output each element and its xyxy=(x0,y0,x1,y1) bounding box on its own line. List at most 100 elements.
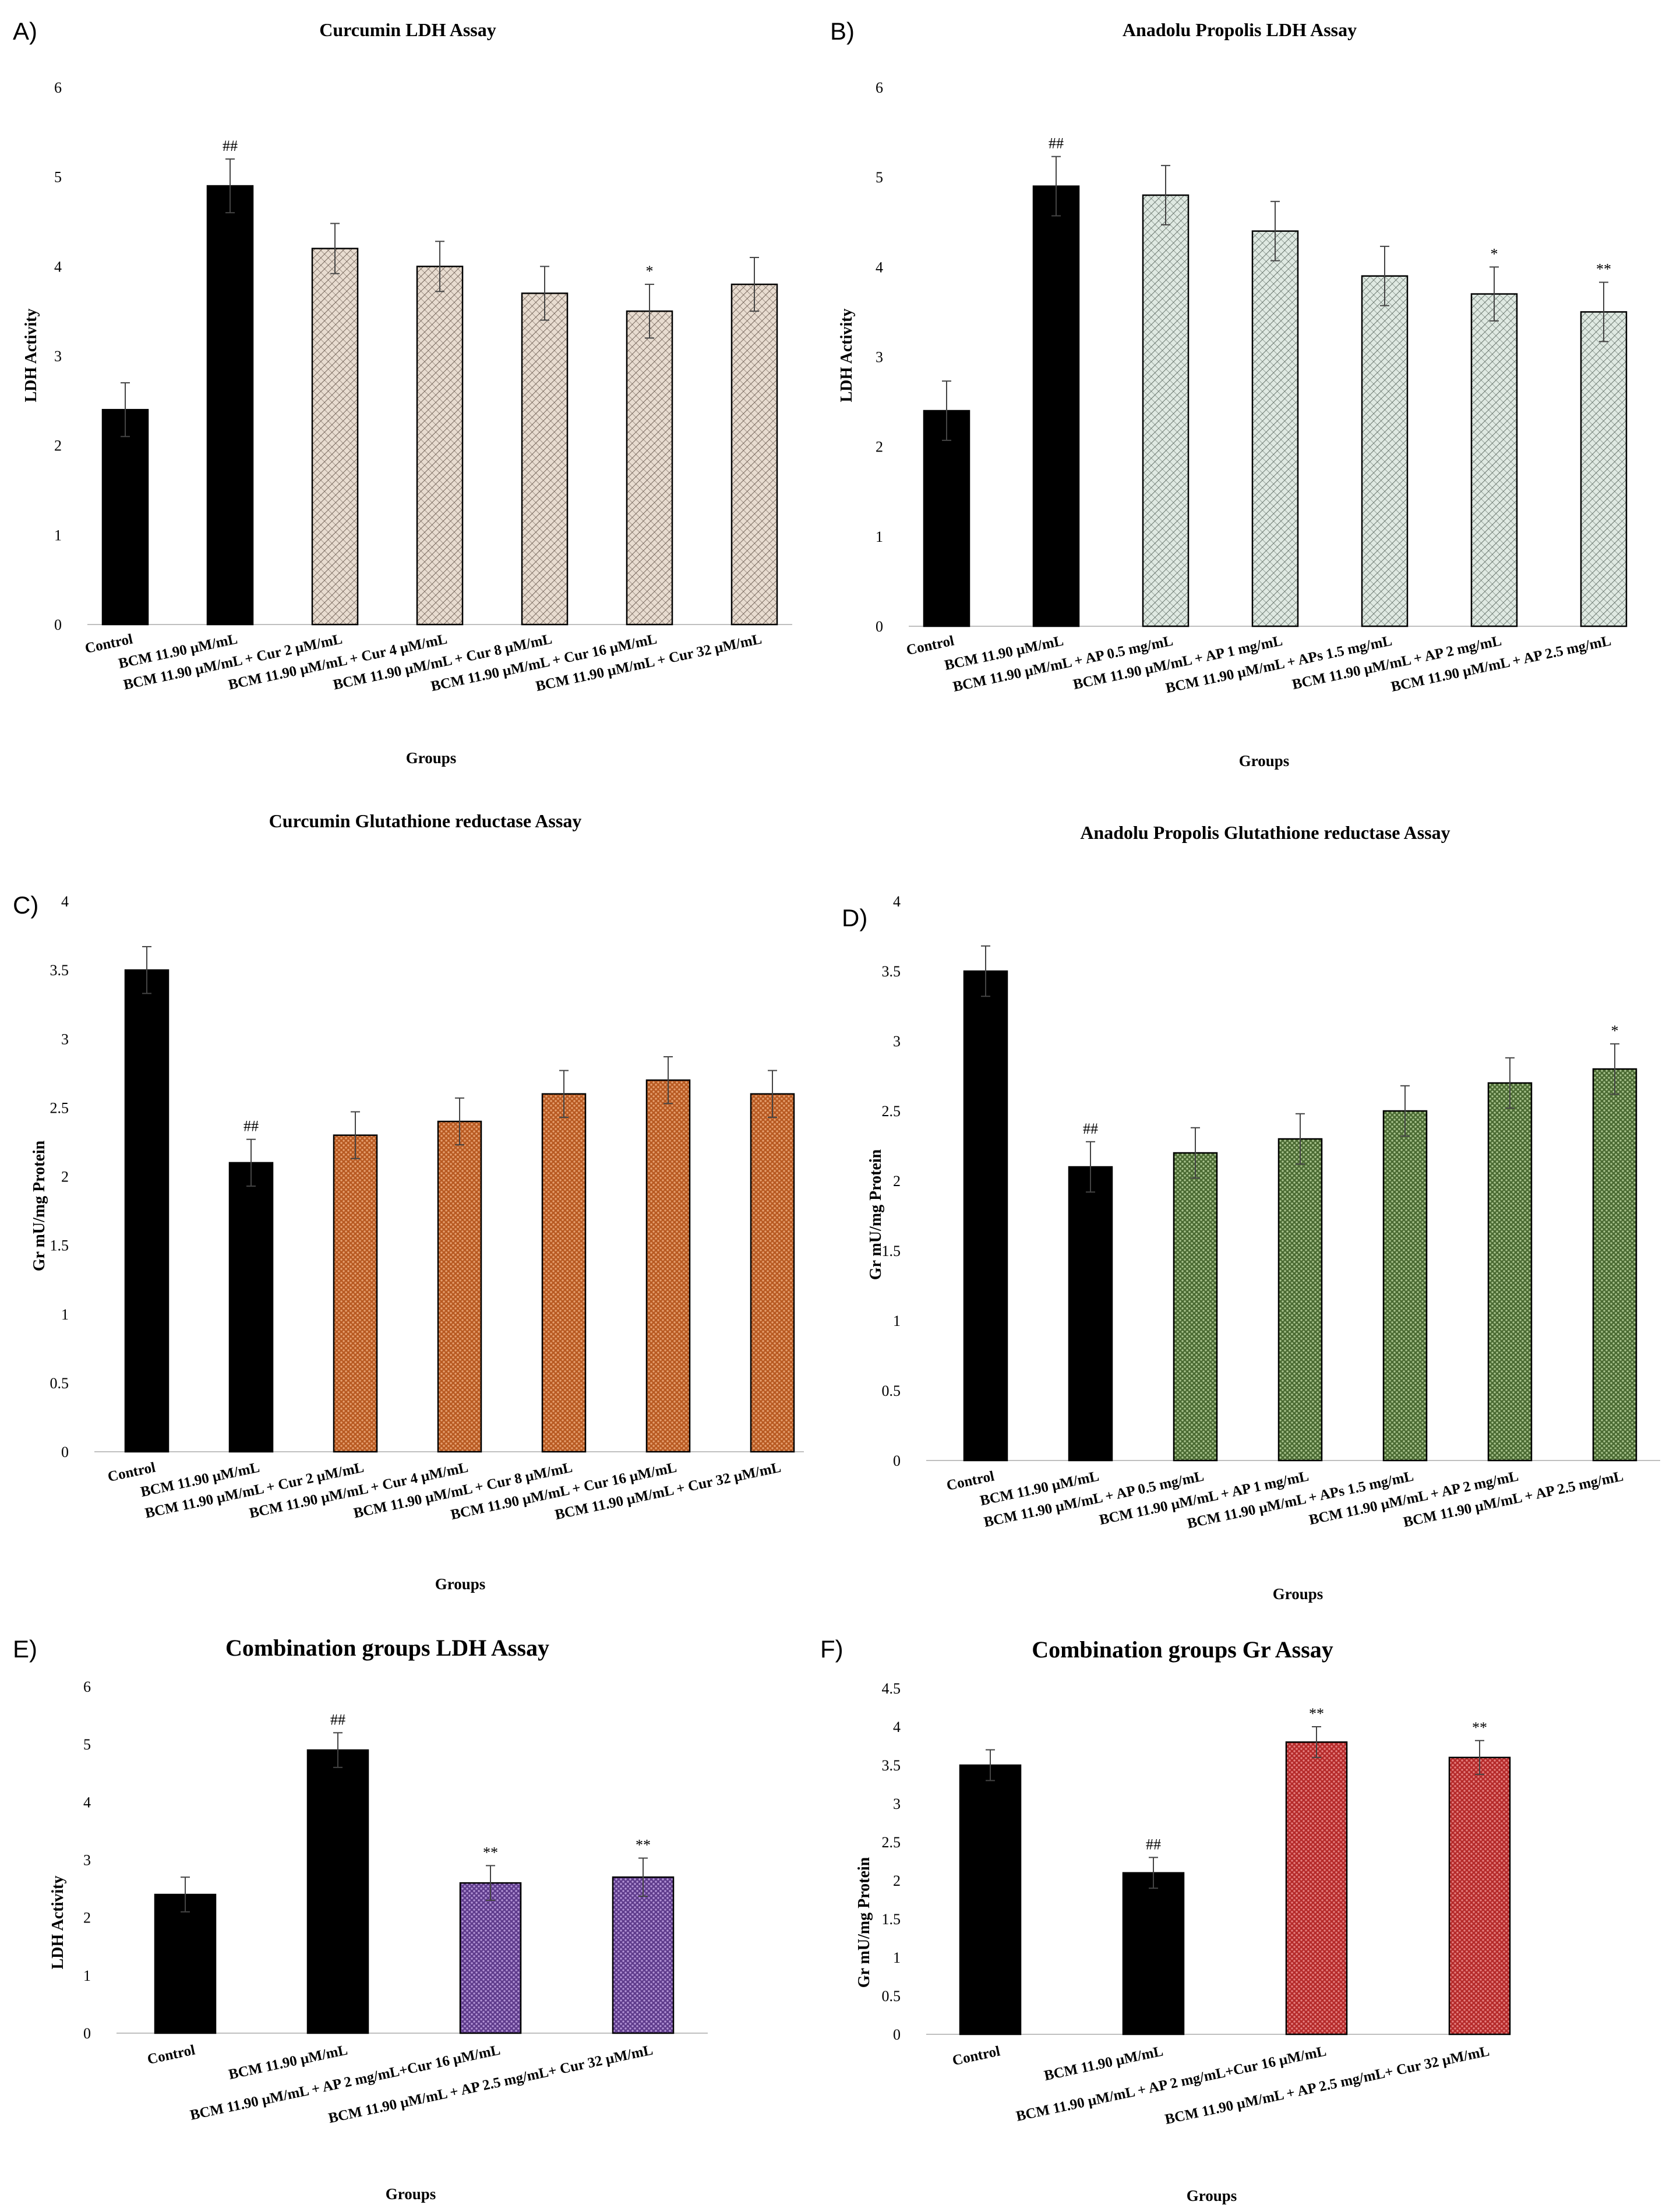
error-bar xyxy=(986,1749,995,1781)
y-tick-label: 3 xyxy=(893,1033,901,1050)
bar xyxy=(541,1093,587,1453)
bar xyxy=(1285,1741,1348,2035)
y-tick-label: 2 xyxy=(61,1169,69,1186)
significance-marker: ## xyxy=(1049,135,1064,152)
y-tick-label: 1 xyxy=(893,1949,901,1966)
x-axis-label-d: Groups xyxy=(1273,1585,1323,1603)
category-label: BCM 11.90 µM/mL + AP 2.5 mg/mL+ Cur 32 µ… xyxy=(1163,2043,1491,2128)
y-axis-label-c: Gr mU/mg Protein xyxy=(30,1140,48,1271)
y-tick-label: 2.5 xyxy=(50,1099,69,1116)
y-tick-label: 2 xyxy=(893,1173,901,1190)
bar xyxy=(1173,1152,1218,1462)
significance-marker: ## xyxy=(1083,1120,1098,1137)
error-bar xyxy=(1490,266,1499,322)
category-label: Control xyxy=(951,2043,1002,2069)
y-tick-label: 0.5 xyxy=(882,1382,901,1399)
error-bar xyxy=(1599,281,1608,343)
error-bar xyxy=(1475,1740,1484,1775)
y-axis-label-f: Gr mU/mg Protein xyxy=(855,1857,873,1988)
bar xyxy=(416,266,464,626)
error-bar xyxy=(1296,1113,1305,1165)
y-tick-label: 4.5 xyxy=(882,1680,901,1697)
y-tick-label: 1 xyxy=(893,1313,901,1329)
y-tick-label: 6 xyxy=(83,1678,91,1695)
y-tick-label: 0 xyxy=(54,616,62,633)
category-label: Control xyxy=(945,1468,996,1494)
error-bar xyxy=(486,1865,495,1901)
error-bar xyxy=(663,1056,673,1105)
y-tick-label: 0.5 xyxy=(50,1375,69,1392)
bar xyxy=(959,1764,1022,2035)
chart-panel-b: B) Anadolu Propolis LDH Assay LDH Activi… xyxy=(830,17,1628,770)
bar xyxy=(1592,1068,1637,1462)
error-bar xyxy=(1161,165,1170,225)
significance-marker: ** xyxy=(1309,1705,1324,1722)
chart-title-e: Combination groups LDH Assay xyxy=(225,1635,549,1661)
y-tick-label: 3 xyxy=(54,348,62,365)
error-bar xyxy=(942,380,951,441)
y-tick-label: 2 xyxy=(54,438,62,454)
error-bar xyxy=(981,945,990,997)
error-bar xyxy=(1270,200,1280,262)
bar xyxy=(612,1876,675,2034)
y-tick-label: 1 xyxy=(876,528,883,545)
error-bar xyxy=(768,1070,777,1118)
significance-marker: * xyxy=(1611,1022,1619,1039)
bar xyxy=(1142,194,1190,627)
y-tick-label: 3.5 xyxy=(882,1757,901,1774)
y-tick-label: 4 xyxy=(54,258,62,275)
significance-marker: ## xyxy=(1146,1836,1161,1853)
y-tick-label: 0 xyxy=(61,1444,69,1460)
y-axis-label-e: LDH Activity xyxy=(49,1876,67,1970)
category-label: Control xyxy=(146,2042,197,2068)
error-bar xyxy=(1149,1857,1158,1889)
y-tick-label: 2.5 xyxy=(882,1834,901,1851)
panel-label-a: A) xyxy=(13,17,37,45)
y-tick-label: 2.5 xyxy=(882,1103,901,1120)
bar xyxy=(1382,1110,1428,1462)
y-tick-label: 2 xyxy=(876,439,883,456)
panel-label-d: D) xyxy=(842,904,867,932)
y-tick-label: 1.5 xyxy=(50,1237,69,1254)
chart-panel-d: Anadolu Propolis Glutathione reductase A… xyxy=(842,822,1660,1603)
significance-marker: ** xyxy=(483,1844,498,1861)
bar xyxy=(101,408,149,626)
chart-title-d: Anadolu Propolis Glutathione reductase A… xyxy=(1080,822,1450,843)
bar xyxy=(1580,311,1628,627)
error-bar xyxy=(1312,1726,1321,1758)
bar xyxy=(1032,185,1080,627)
chart-title-a: Curcumin LDH Assay xyxy=(319,19,496,40)
y-tick-label: 0 xyxy=(83,2025,91,2042)
error-bar xyxy=(1086,1141,1095,1193)
error-bar xyxy=(559,1070,569,1118)
bar xyxy=(124,969,170,1453)
x-axis-label-f: Groups xyxy=(1187,2187,1237,2204)
bar xyxy=(1487,1082,1533,1462)
chart-title-f: Combination groups Gr Assay xyxy=(1032,1636,1333,1663)
bar xyxy=(311,248,359,626)
bar xyxy=(437,1120,482,1453)
error-bar xyxy=(225,158,235,214)
bar xyxy=(730,283,778,626)
bar xyxy=(521,292,569,626)
panel-label-c: C) xyxy=(13,891,38,919)
y-tick-label: 5 xyxy=(83,1736,91,1753)
y-tick-label: 2 xyxy=(893,1872,901,1889)
error-bar xyxy=(455,1097,464,1146)
error-bar xyxy=(1051,156,1061,217)
y-tick-label: 4 xyxy=(61,893,69,910)
bar xyxy=(1470,293,1518,627)
error-bar xyxy=(351,1111,360,1159)
error-bar xyxy=(333,1732,343,1768)
y-tick-label: 6 xyxy=(54,79,62,96)
significance-marker: ## xyxy=(223,137,238,154)
chart-title-b: Anadolu Propolis LDH Assay xyxy=(1123,19,1357,40)
error-bar xyxy=(750,256,759,312)
y-tick-label: 6 xyxy=(876,79,883,96)
bar xyxy=(1251,230,1299,627)
bar xyxy=(963,970,1008,1462)
y-tick-label: 1 xyxy=(83,1967,91,1984)
